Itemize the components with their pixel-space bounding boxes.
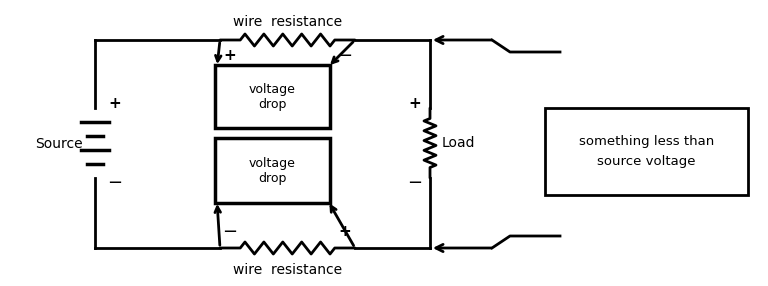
Text: Source: Source: [35, 137, 83, 151]
Text: voltage: voltage: [249, 157, 296, 170]
Text: drop: drop: [258, 172, 286, 185]
Text: −: −: [108, 174, 123, 192]
Text: drop: drop: [258, 98, 286, 111]
Text: +: +: [339, 225, 352, 239]
Bar: [545, 108, 748, 195]
Text: +: +: [108, 96, 121, 110]
Text: +: +: [409, 96, 422, 110]
Text: source voltage: source voltage: [598, 155, 696, 168]
Text: wire  resistance: wire resistance: [233, 263, 342, 277]
Text: −: −: [223, 223, 237, 241]
Text: −: −: [408, 174, 422, 192]
Text: +: +: [223, 49, 237, 63]
Text: wire  resistance: wire resistance: [233, 15, 342, 29]
Bar: [215, 65, 330, 128]
Text: −: −: [337, 47, 353, 65]
Text: voltage: voltage: [249, 83, 296, 96]
Text: something less than: something less than: [579, 135, 714, 148]
Bar: [215, 138, 330, 203]
Text: Load: Load: [442, 136, 475, 150]
